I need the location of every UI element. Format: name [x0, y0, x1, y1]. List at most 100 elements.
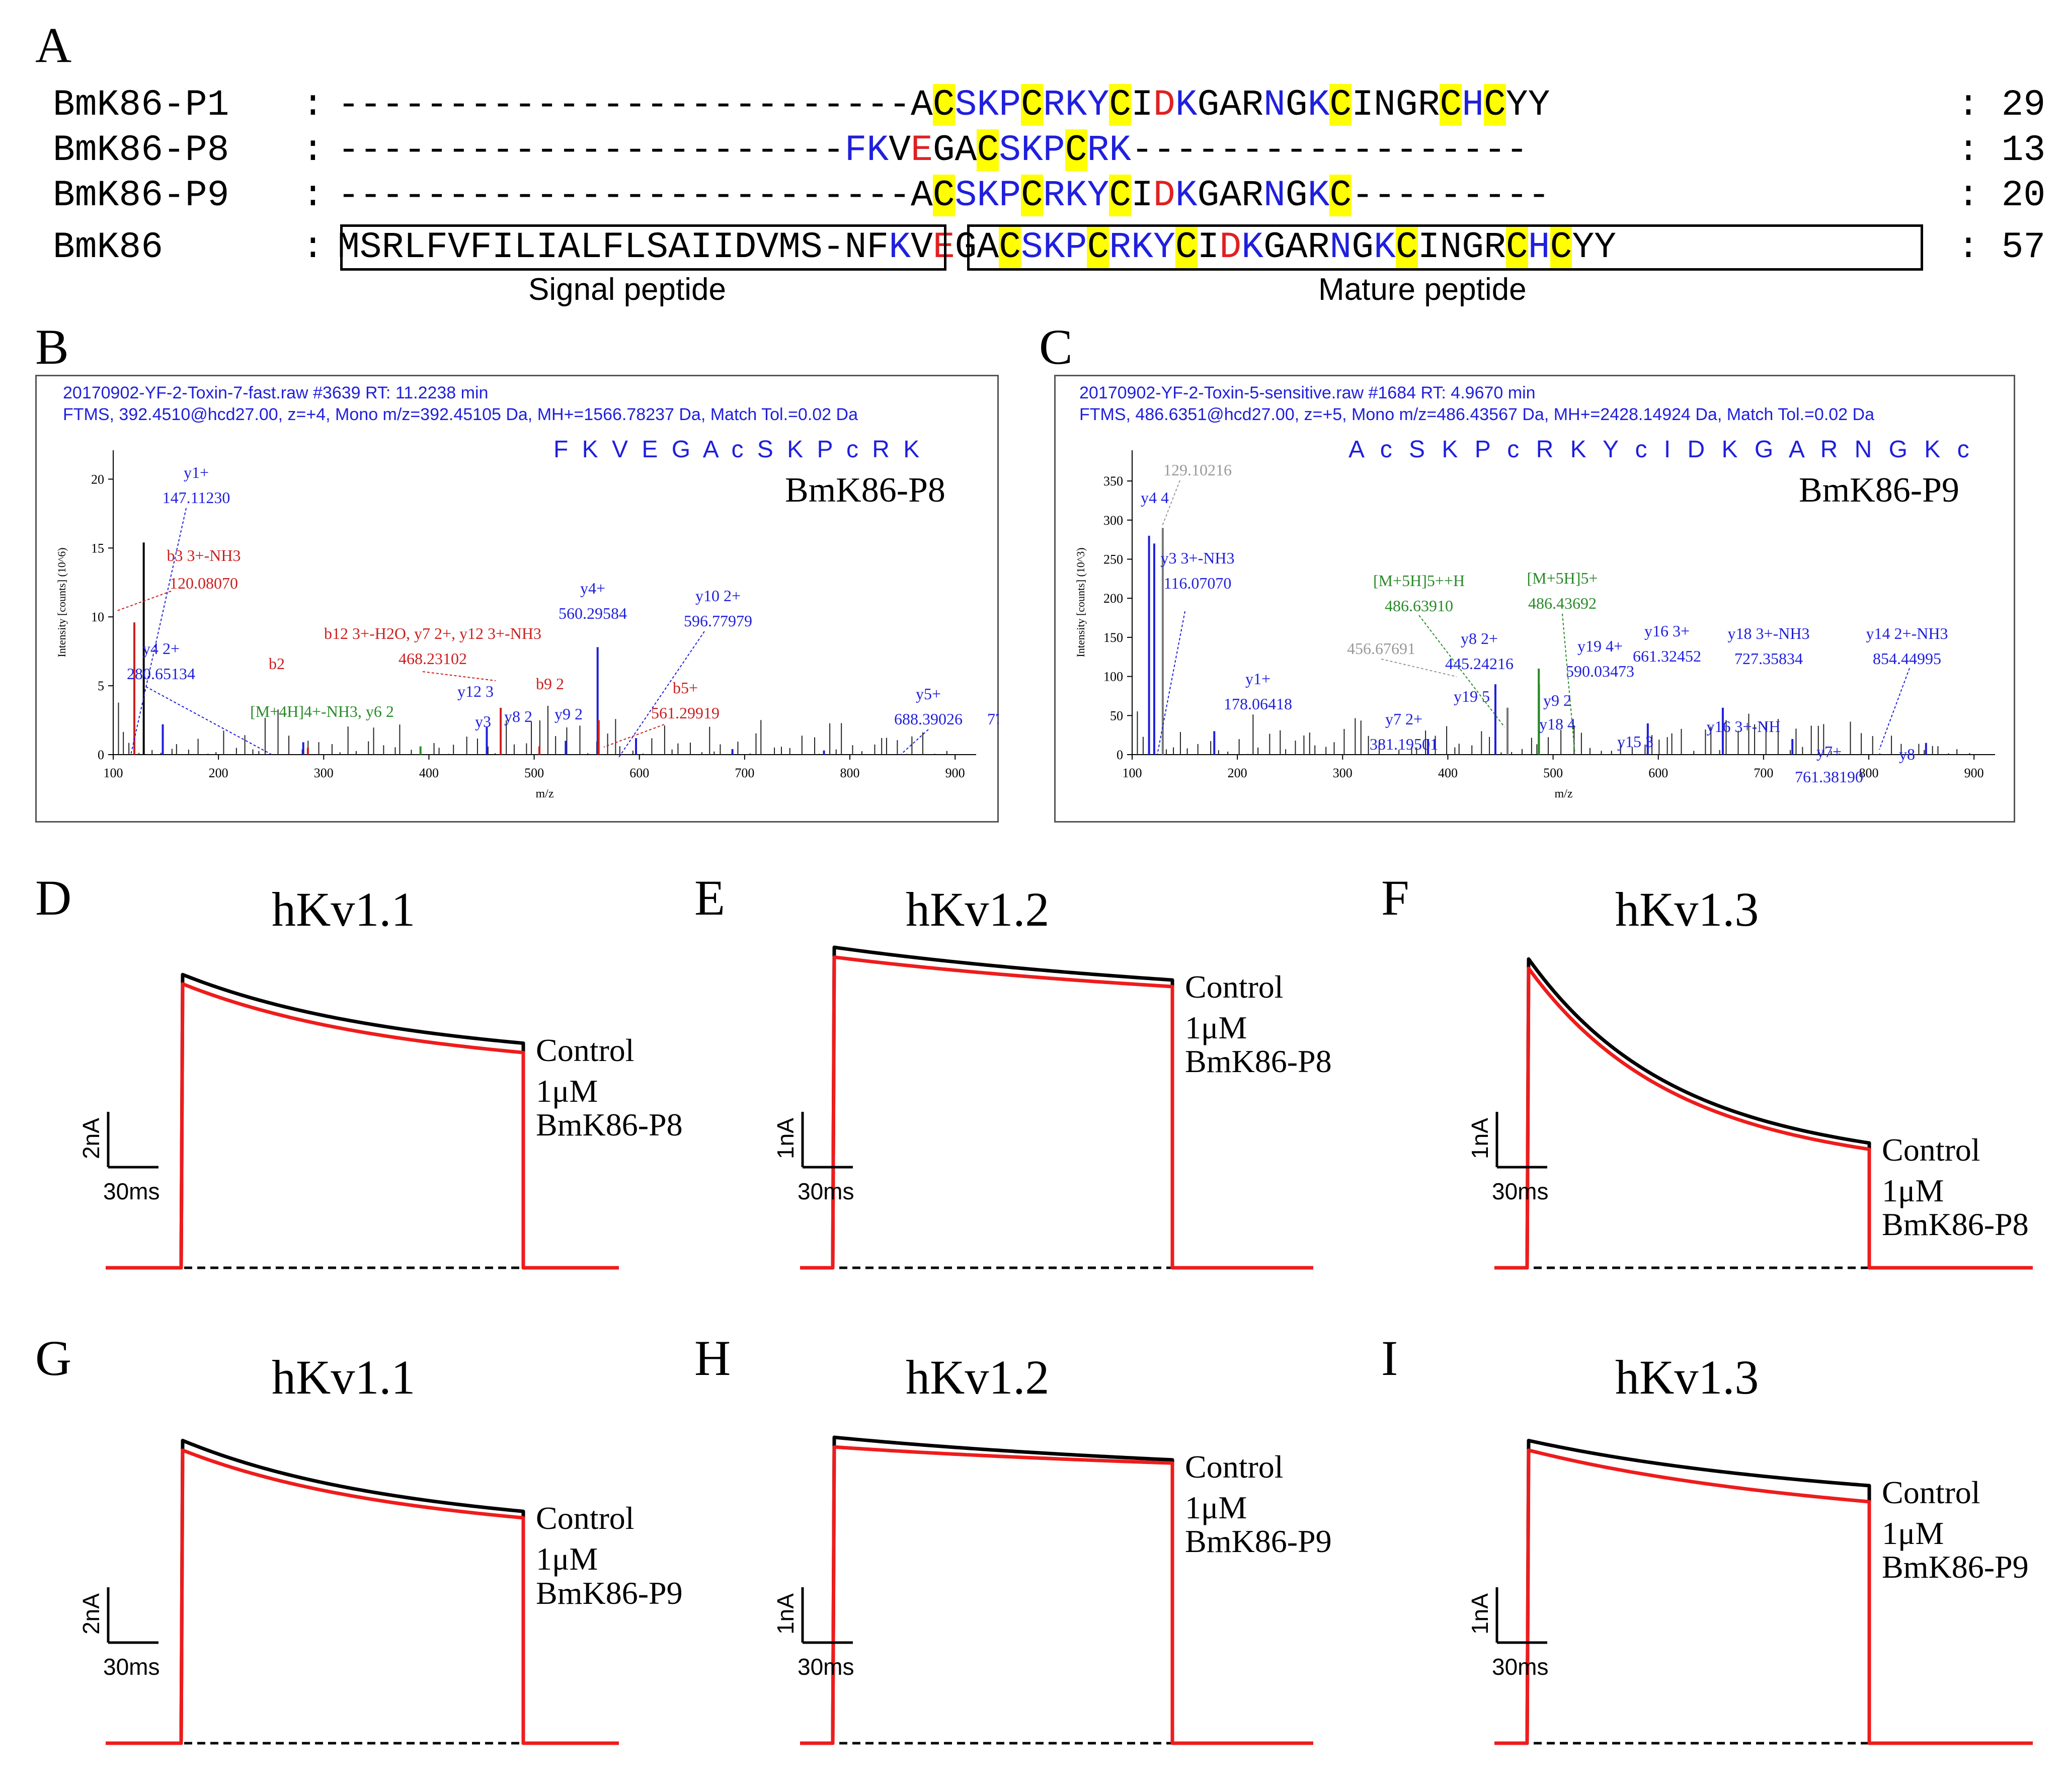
x-tick-label: 400 [1438, 766, 1458, 780]
ms-b-header-2: FTMS, 392.4510@hcd27.00, z=+4, Mono m/z=… [63, 405, 858, 424]
annotation-guide [603, 724, 665, 748]
trace-legend-control: Control [536, 1500, 634, 1536]
x-tick-label: 900 [945, 766, 965, 780]
ion-annotation: 854.44995 [1873, 649, 1941, 668]
scale-bar-time-label: 30ms [103, 1654, 160, 1680]
ms-c-sequence: A c S K P c R K Y c I D K G A R N G K c [1348, 436, 1969, 463]
ion-annotation: 486.43692 [1528, 594, 1597, 612]
x-tick-label: 400 [419, 766, 439, 780]
panel-e-letter: E [694, 870, 726, 926]
scale-bar-current-label: 1nA [1466, 1593, 1493, 1635]
colon: : [302, 84, 324, 126]
annotation-guide [1162, 480, 1180, 526]
ion-annotation: 661.32452 [1633, 647, 1701, 665]
trace-legend: Control 1μM BmK86-P8 [536, 1033, 683, 1142]
ion-annotation: y5+ [916, 685, 941, 703]
ion-annotation: 178.06418 [1224, 695, 1292, 713]
trace-legend-control: Control [1882, 1132, 1980, 1168]
ms-b-header-1: 20170902-YF-2-Toxin-7-fast.raw #3639 RT:… [63, 383, 489, 402]
y-tick-label: 300 [1103, 513, 1123, 528]
panel-b-letter: B [35, 319, 69, 375]
scale-bar-time-label: 30ms [798, 1178, 854, 1204]
x-tick-label: 800 [1859, 766, 1879, 780]
ion-annotation: y19 5 [1454, 687, 1490, 705]
y-tick-label: 0 [1117, 748, 1123, 762]
ion-annotation: 116.07070 [1164, 574, 1232, 592]
y-tick-label: 150 [1103, 630, 1123, 645]
ion-annotation: 129.10216 [1163, 461, 1232, 479]
ion-annotation: y18 4 [1539, 715, 1575, 733]
y-tick-label: 20 [91, 472, 104, 486]
control-trace [106, 972, 619, 1270]
control-trace [1494, 1438, 2033, 1745]
trace-legend-peptide: BmK86-P8 [1882, 1206, 2029, 1243]
ion-annotation: y12 3 [457, 682, 494, 700]
peptide-trace [106, 982, 619, 1270]
scale-bar-current-label: 1nA [772, 1118, 799, 1159]
scale-bar-current-label: 2nA [77, 1593, 104, 1635]
signal-peptide-label: Signal peptide [528, 272, 726, 307]
trace-legend: Control 1μM BmK86-P8 [1185, 970, 1332, 1079]
x-axis-label: m/z [536, 787, 554, 800]
y-tick-label: 350 [1103, 474, 1123, 488]
ion-annotation: 486.63910 [1385, 597, 1453, 615]
scale-bar-time-label: 30ms [1492, 1178, 1549, 1204]
trace-legend: Control 1μM BmK86-P8 [1882, 1133, 2029, 1242]
sequence-residues: --------------------------ACSKPCRKYCIDKG… [338, 175, 1550, 216]
trace-title: hKv1.2 [906, 882, 1050, 936]
x-tick-label: 700 [735, 766, 754, 780]
ms-c-header-2: FTMS, 486.6351@hcd27.00, z=+5, Mono m/z=… [1079, 405, 1874, 424]
ion-annotation: y1+ [184, 463, 209, 481]
scale-bar-time-label: 30ms [798, 1654, 854, 1680]
sequence-residues: MSRLFVFILIALFLSAIIDVMS-NFKVEGACSKPCRKYCI… [338, 226, 1616, 268]
ion-annotation: y8 2+ [1461, 629, 1498, 647]
panel-i-letter: I [1381, 1330, 1398, 1386]
ms-spectrum-b: 100 200 300 400 500 600 700 800 900 0 5 10 15 20 m/z In… [55, 450, 999, 800]
annotation-guide [1879, 668, 1910, 750]
trace-legend-conc: 1μM [1882, 1515, 1944, 1552]
current-trace-plot [800, 1435, 1313, 1745]
x-tick-label: 300 [314, 766, 334, 780]
current-trace-plot [1494, 957, 2033, 1270]
peptide-trace [800, 955, 1313, 1270]
x-tick-label: 500 [1543, 766, 1563, 780]
trace-legend-peptide: BmK86-P8 [1185, 1043, 1332, 1080]
alignment-row-p8: BmK86-P8 : -----------------------FKVEGA… [53, 129, 2045, 315]
y-tick-label: 15 [91, 541, 104, 555]
ion-annotation: 381.19501 [1370, 735, 1438, 753]
ion-annotation: y16 3+ [1644, 622, 1690, 640]
trace-legend-conc: 1μM [1185, 1010, 1247, 1046]
panel-h-letter: H [694, 1330, 731, 1386]
peptide-trace [1494, 1448, 2033, 1745]
annotation-guide [1562, 613, 1575, 755]
ion-annotation: 456.67691 [1347, 639, 1415, 658]
ion-annotation: y4+ [580, 579, 605, 597]
trace-legend-control: Control [536, 1032, 634, 1068]
y-tick-label: 0 [98, 748, 104, 762]
sequence-name: BmK86-P1 [53, 84, 229, 126]
control-trace [106, 1438, 619, 1745]
current-trace-plot [1494, 1438, 2033, 1745]
ion-annotation: y16 3+-NH [1707, 717, 1781, 736]
ion-annotation: 280.65134 [127, 665, 195, 683]
y-tick-label: 100 [1103, 670, 1123, 684]
panel-d-letter: D [35, 870, 72, 926]
ion-annotation: y4 4 [1141, 488, 1169, 507]
y-tick-label: 5 [98, 679, 104, 693]
ion-annotation: 727.35834 [1734, 649, 1803, 668]
y-axis-label: Intensity [counts] (10^6) [55, 547, 68, 657]
alignment-row-p9: BmK86-P9 : --------------------------ACS… [53, 175, 2045, 361]
ion-annotation: y9 2 [554, 705, 583, 723]
ion-annotation: [M+5H]5++H [1373, 572, 1465, 590]
ion-annotation: y10 2+ [695, 587, 741, 605]
trace-legend-peptide: BmK86-P9 [1882, 1549, 2029, 1585]
x-tick-label: 500 [524, 766, 544, 780]
ion-annotation: b3 3+-NH3 [167, 546, 241, 564]
y-tick-label: 200 [1103, 591, 1123, 606]
x-tick-label: 200 [209, 766, 228, 780]
peptide-trace [1494, 966, 2033, 1270]
scale-bar-current-label: 2nA [77, 1118, 104, 1159]
trace-legend: Control 1μM BmK86-P9 [1185, 1450, 1332, 1559]
current-trace-plot [800, 945, 1313, 1270]
mature-peptide-box [967, 224, 1923, 271]
